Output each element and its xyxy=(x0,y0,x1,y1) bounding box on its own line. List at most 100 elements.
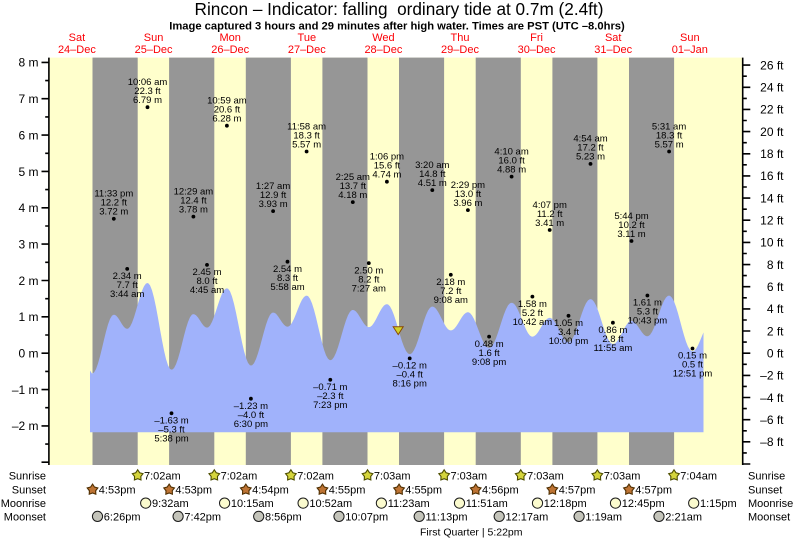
svg-text:Sat: Sat xyxy=(605,32,622,44)
svg-text:–2 ft: –2 ft xyxy=(760,369,784,383)
svg-text:8 m: 8 m xyxy=(18,56,38,70)
svg-text:Moonrise: Moonrise xyxy=(748,498,793,510)
svg-text:6 m: 6 m xyxy=(18,128,38,142)
svg-text:31–Dec: 31–Dec xyxy=(594,44,632,56)
svg-text:8 ft: 8 ft xyxy=(767,258,784,272)
svg-text:13.7 ft: 13.7 ft xyxy=(340,181,367,192)
svg-text:25–Dec: 25–Dec xyxy=(135,44,173,56)
svg-text:11:13pm: 11:13pm xyxy=(426,511,468,523)
svg-text:0 ft: 0 ft xyxy=(767,347,784,361)
svg-text:12.4 ft: 12.4 ft xyxy=(180,195,207,206)
svg-text:20 ft: 20 ft xyxy=(760,125,784,139)
svg-text:11:51am: 11:51am xyxy=(466,498,508,510)
svg-text:11:23am: 11:23am xyxy=(388,498,430,510)
svg-text:17.2 ft: 17.2 ft xyxy=(577,143,604,154)
svg-text:7:03am: 7:03am xyxy=(374,470,411,482)
svg-text:7:03am: 7:03am xyxy=(604,470,641,482)
svg-text:10:59 am: 10:59 am xyxy=(207,96,247,107)
svg-text:24–Dec: 24–Dec xyxy=(58,44,96,56)
svg-text:10:43 pm: 10:43 pm xyxy=(628,316,668,327)
svg-text:7:23 pm: 7:23 pm xyxy=(313,400,347,411)
svg-text:9:32am: 9:32am xyxy=(152,498,189,510)
svg-text:0.86 m: 0.86 m xyxy=(598,325,627,336)
svg-text:2 m: 2 m xyxy=(18,274,38,288)
svg-text:8:56pm: 8:56pm xyxy=(265,511,302,523)
svg-text:12 ft: 12 ft xyxy=(760,214,784,228)
svg-text:5.57 m: 5.57 m xyxy=(292,139,321,150)
svg-text:4 m: 4 m xyxy=(18,201,38,215)
svg-text:5:31 am: 5:31 am xyxy=(652,121,686,132)
svg-text:1:19am: 1:19am xyxy=(585,511,622,523)
svg-text:18 ft: 18 ft xyxy=(760,147,784,161)
svg-text:7.2 ft: 7.2 ft xyxy=(440,286,461,297)
svg-text:8.0 ft: 8.0 ft xyxy=(196,276,217,287)
svg-text:2.18 m: 2.18 m xyxy=(436,277,465,288)
svg-text:4.18 m: 4.18 m xyxy=(338,190,367,201)
svg-text:4:57pm: 4:57pm xyxy=(559,485,596,497)
svg-text:12:45pm: 12:45pm xyxy=(622,498,665,510)
svg-text:Tue: Tue xyxy=(298,32,317,44)
svg-text:–2.3 ft: –2.3 ft xyxy=(317,391,344,402)
svg-text:12.9 ft: 12.9 ft xyxy=(260,190,287,201)
svg-text:12:29 am: 12:29 am xyxy=(174,186,214,197)
svg-text:12.2 ft: 12.2 ft xyxy=(101,198,128,209)
svg-text:7:02am: 7:02am xyxy=(221,470,258,482)
svg-text:Moonset: Moonset xyxy=(748,511,790,523)
svg-text:Rincon – Indicator: falling o: Rincon – Indicator: falling ordinary tid… xyxy=(195,0,604,19)
svg-text:–0.12 m: –0.12 m xyxy=(393,361,427,372)
svg-text:20.6 ft: 20.6 ft xyxy=(214,105,241,116)
svg-text:–4 ft: –4 ft xyxy=(760,391,784,405)
svg-text:Sunrise: Sunrise xyxy=(748,470,785,482)
svg-text:12:51 pm: 12:51 pm xyxy=(673,369,713,380)
svg-text:Wed: Wed xyxy=(372,32,394,44)
svg-text:3.41 m: 3.41 m xyxy=(535,218,564,229)
svg-text:3.78 m: 3.78 m xyxy=(179,204,208,215)
svg-text:10:42 am: 10:42 am xyxy=(513,317,553,328)
svg-text:14.8 ft: 14.8 ft xyxy=(419,169,446,180)
svg-text:–5.3 ft: –5.3 ft xyxy=(158,425,185,436)
svg-text:7 m: 7 m xyxy=(18,92,38,106)
svg-text:–8 ft: –8 ft xyxy=(760,435,784,449)
svg-text:1:15pm: 1:15pm xyxy=(700,498,737,510)
svg-text:18.3 ft: 18.3 ft xyxy=(656,130,683,141)
svg-text:–0.71 m: –0.71 m xyxy=(313,382,347,393)
svg-text:–2 m: –2 m xyxy=(12,419,39,433)
svg-text:3.93 m: 3.93 m xyxy=(259,199,288,210)
svg-text:3:44 am: 3:44 am xyxy=(110,289,144,300)
svg-text:2.54 m: 2.54 m xyxy=(273,264,302,275)
svg-text:8.3 ft: 8.3 ft xyxy=(277,273,298,284)
svg-text:4:53pm: 4:53pm xyxy=(175,485,212,497)
svg-text:7:03am: 7:03am xyxy=(451,470,488,482)
svg-text:16 ft: 16 ft xyxy=(760,169,784,183)
svg-text:1.05 m: 1.05 m xyxy=(554,318,583,329)
svg-text:26 ft: 26 ft xyxy=(760,58,784,72)
svg-text:22 ft: 22 ft xyxy=(760,103,784,117)
svg-text:0.48 m: 0.48 m xyxy=(475,339,504,350)
svg-text:Sunset: Sunset xyxy=(12,485,46,497)
svg-text:2:25 am: 2:25 am xyxy=(336,172,370,183)
svg-text:–0.4 ft: –0.4 ft xyxy=(396,370,423,381)
svg-text:0.5 ft: 0.5 ft xyxy=(682,360,703,371)
svg-text:6:26pm: 6:26pm xyxy=(104,511,141,523)
svg-text:Sun: Sun xyxy=(144,32,164,44)
svg-text:14 ft: 14 ft xyxy=(760,191,784,205)
svg-text:5:58 am: 5:58 am xyxy=(270,282,304,293)
svg-text:3.96 m: 3.96 m xyxy=(453,198,482,209)
svg-text:13.0 ft: 13.0 ft xyxy=(455,189,482,200)
svg-text:Sunrise: Sunrise xyxy=(9,470,46,482)
svg-text:4:54pm: 4:54pm xyxy=(252,485,289,497)
svg-text:2 ft: 2 ft xyxy=(767,324,784,338)
svg-text:3.4 ft: 3.4 ft xyxy=(558,327,579,338)
svg-text:1.6 ft: 1.6 ft xyxy=(479,348,500,359)
svg-text:22.3 ft: 22.3 ft xyxy=(134,86,161,97)
svg-text:1.58 m: 1.58 m xyxy=(518,299,547,310)
svg-text:10:06 am: 10:06 am xyxy=(128,77,168,88)
svg-text:3 m: 3 m xyxy=(18,237,38,251)
svg-text:7:27 am: 7:27 am xyxy=(352,283,386,294)
svg-text:5.3 ft: 5.3 ft xyxy=(637,307,658,318)
svg-text:Sunset: Sunset xyxy=(748,485,782,497)
svg-text:4:53pm: 4:53pm xyxy=(99,485,136,497)
svg-text:10:52am: 10:52am xyxy=(309,498,352,510)
svg-text:28–Dec: 28–Dec xyxy=(364,44,402,56)
svg-text:1.61 m: 1.61 m xyxy=(633,298,662,309)
